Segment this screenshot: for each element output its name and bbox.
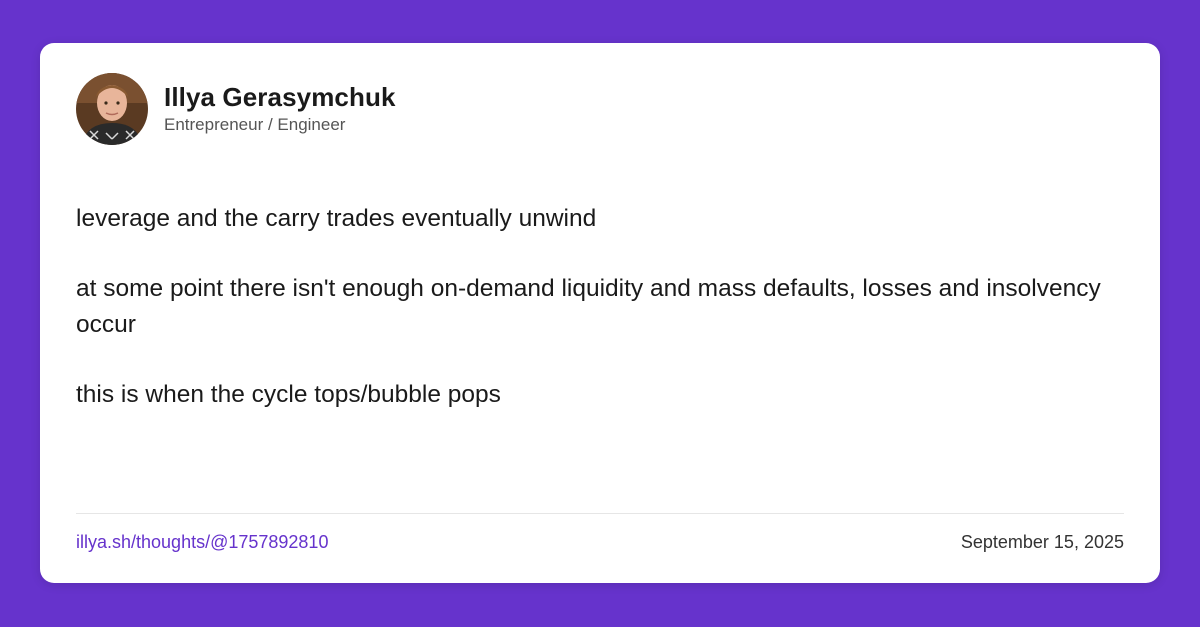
post-permalink[interactable]: illya.sh/thoughts/@1757892810	[76, 532, 329, 552]
author-name[interactable]: Illya Gerasymchuk	[164, 82, 396, 112]
post-card: Illya Gerasymchuk Entrepreneur / Enginee…	[40, 43, 1160, 583]
author-identity: Illya Gerasymchuk Entrepreneur / Enginee…	[164, 82, 396, 136]
post-date: September 15, 2025	[960, 532, 1124, 552]
author-title: Entrepreneur / Engineer	[164, 115, 346, 134]
post-paragraph: at some point there isn't enough on-dema…	[76, 275, 1101, 338]
post-paragraph: leverage and the carry trades eventually…	[76, 205, 597, 232]
avatar-image	[76, 73, 148, 145]
avatar[interactable]	[76, 73, 148, 145]
post-body: leverage and the carry trades eventually…	[76, 201, 1126, 447]
footer-divider	[76, 513, 1124, 514]
post-paragraph: this is when the cycle tops/bubble pops	[76, 381, 501, 408]
post-header: Illya Gerasymchuk Entrepreneur / Enginee…	[76, 73, 396, 145]
